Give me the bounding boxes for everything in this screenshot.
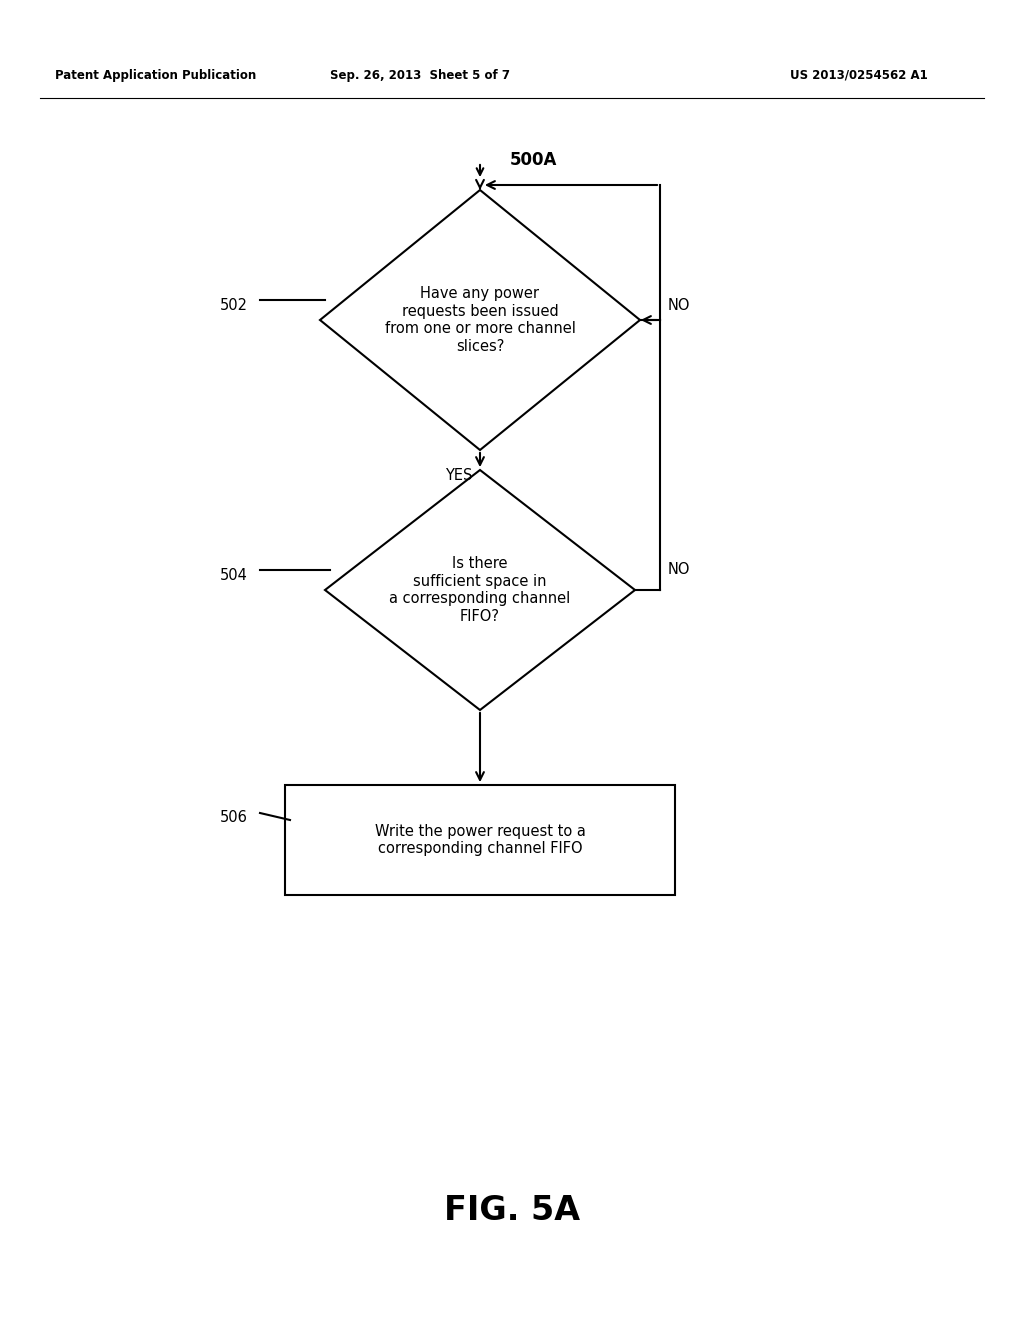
Text: 506: 506 [220, 810, 248, 825]
Text: YES: YES [445, 467, 472, 483]
Text: Have any power
requests been issued
from one or more channel
slices?: Have any power requests been issued from… [385, 286, 575, 354]
Text: NO: NO [668, 562, 690, 578]
Text: 502: 502 [220, 297, 248, 313]
Text: Sep. 26, 2013  Sheet 5 of 7: Sep. 26, 2013 Sheet 5 of 7 [330, 69, 510, 82]
Text: US 2013/0254562 A1: US 2013/0254562 A1 [790, 69, 928, 82]
Text: 504: 504 [220, 568, 248, 582]
Text: NO: NO [668, 297, 690, 313]
Text: FIG. 5A: FIG. 5A [444, 1193, 580, 1226]
Text: Patent Application Publication: Patent Application Publication [55, 69, 256, 82]
Text: Is there
sufficient space in
a corresponding channel
FIFO?: Is there sufficient space in a correspon… [389, 557, 570, 623]
Text: 500A: 500A [510, 150, 557, 169]
Bar [285, 785, 675, 895]
Text: Write the power request to a
corresponding channel FIFO: Write the power request to a correspondi… [375, 824, 586, 857]
